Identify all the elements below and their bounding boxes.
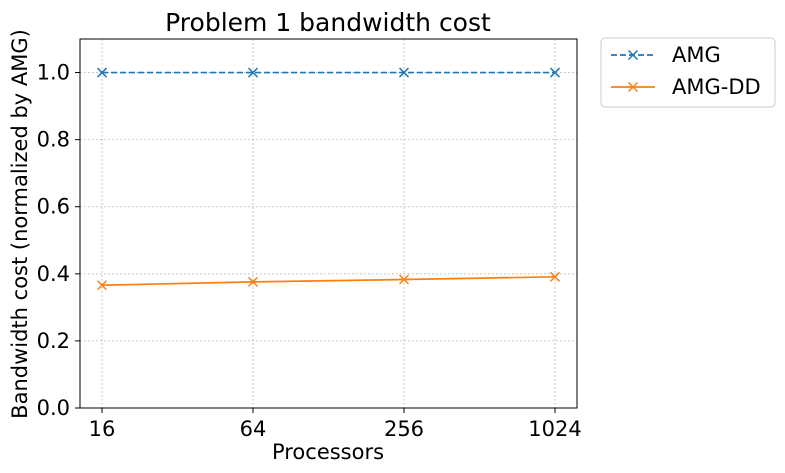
data-point-amg bbox=[398, 67, 410, 78]
legend-entries: AMG AMG-DD bbox=[611, 43, 761, 99]
data-point-amg-dd bbox=[398, 274, 410, 285]
x-tick-label: 16 bbox=[89, 417, 116, 441]
legend-marker bbox=[627, 49, 639, 61]
data-point-amg-dd bbox=[549, 271, 561, 282]
data-point-amg-dd bbox=[96, 280, 108, 291]
y-tick-label: 1.0 bbox=[37, 61, 70, 85]
data-point-amg bbox=[96, 67, 108, 78]
y-ticks: 0.0 0.2 0.4 0.6 0.8 1.0 bbox=[37, 61, 80, 420]
y-tick-label: 0.4 bbox=[37, 262, 70, 286]
legend-item-amg: AMG bbox=[611, 43, 721, 67]
x-tick-label: 1024 bbox=[528, 417, 581, 441]
y-tick-label: 0.8 bbox=[37, 128, 70, 152]
plot-frame bbox=[79, 38, 578, 409]
legend: AMG AMG-DD bbox=[600, 37, 776, 108]
data-point-amg-dd bbox=[247, 276, 259, 287]
y-tick-label: 0.2 bbox=[37, 329, 70, 353]
y-tick-label: 0.6 bbox=[37, 195, 70, 219]
legend-label: AMG bbox=[672, 43, 721, 67]
series-line-amg-dd bbox=[101, 275, 556, 287]
legend-item-amg-dd: AMG-DD bbox=[611, 75, 761, 99]
legend-marker bbox=[627, 81, 639, 93]
x-axis-label: Processors bbox=[272, 440, 384, 464]
data-point-amg bbox=[549, 67, 561, 78]
y-axis-label: Bandwidth cost (normalized by AMG) bbox=[8, 29, 32, 419]
x-ticks: 16 64 256 1024 bbox=[89, 408, 582, 441]
legend-label: AMG-DD bbox=[672, 75, 761, 99]
series-layer bbox=[96, 67, 561, 291]
x-tick-label: 256 bbox=[384, 417, 424, 441]
legend-box bbox=[600, 37, 776, 108]
x-tick-label: 64 bbox=[240, 417, 267, 441]
data-point-amg bbox=[247, 67, 259, 78]
chart-title: Problem 1 bandwidth cost bbox=[165, 8, 491, 37]
grid bbox=[80, 39, 577, 409]
y-tick-label: 0.0 bbox=[37, 396, 70, 420]
